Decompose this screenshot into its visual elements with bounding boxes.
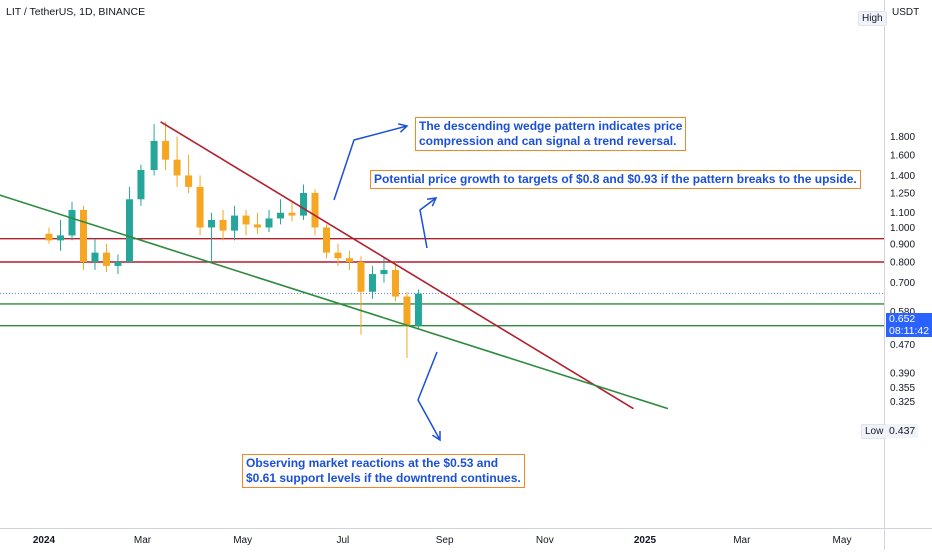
- candle-body: [150, 140, 158, 171]
- arrow-breakdown: [417, 351, 441, 441]
- candle-body: [277, 212, 285, 219]
- price-tick-label: 0.580: [890, 307, 915, 318]
- candle-body: [242, 215, 250, 225]
- candle-body: [114, 262, 122, 266]
- current-price-tag: 0.652 08:11:42: [886, 313, 932, 337]
- annotation-wedge[interactable]: The descending wedge pattern indicates p…: [415, 117, 687, 151]
- price-tick-label: 1.400: [890, 171, 915, 182]
- current-price-value: 0.652: [889, 313, 916, 325]
- candle-body: [173, 159, 181, 176]
- candle-body: [368, 274, 376, 292]
- candle-body: [196, 186, 204, 228]
- candle-body: [403, 296, 411, 326]
- candle-body: [91, 252, 99, 262]
- candles-group: [45, 121, 422, 359]
- candle-body: [231, 215, 239, 231]
- candle-body: [322, 227, 330, 253]
- price-tick-label: 1.100: [890, 208, 915, 219]
- price-tick-label: 0.900: [890, 239, 915, 250]
- candle-body: [254, 224, 262, 228]
- candle-body: [125, 199, 133, 262]
- arrow-to-wedge-note-head: [398, 123, 409, 133]
- time-tick-label: Jul: [336, 535, 349, 546]
- time-tick-label: Nov: [536, 535, 554, 546]
- candle-body: [45, 233, 53, 241]
- price-tick-label: 0.355: [890, 383, 915, 394]
- trendlines-group: [0, 121, 669, 410]
- price-tick-label: 0.700: [890, 278, 915, 289]
- annotation-arrows-group: [333, 123, 441, 442]
- candle-body: [56, 235, 64, 241]
- arrow-breakdown-head: [432, 430, 441, 442]
- candle-body: [334, 252, 342, 259]
- candle-body: [162, 140, 170, 160]
- symbol-title: LIT / TetherUS, 1D, BINANCE: [6, 6, 146, 18]
- candle-body: [208, 219, 216, 228]
- price-tick-label: 1.800: [890, 132, 915, 143]
- candle-body: [311, 192, 319, 228]
- price-tick-label: 0.325: [890, 397, 915, 408]
- candle-body: [137, 170, 145, 200]
- price-tick-label: 1.250: [890, 188, 915, 199]
- candle-body: [219, 219, 227, 231]
- candle-body: [345, 258, 353, 262]
- time-tick-label: Sep: [436, 535, 454, 546]
- annotation-targets[interactable]: Potential price growth to targets of $0.…: [370, 170, 861, 189]
- time-tick-label: May: [833, 535, 852, 546]
- high-label: High: [858, 11, 887, 26]
- trendline-wedge-support: [0, 194, 669, 410]
- time-axis-labels: 2024 Mar May Jul Sep Nov 2025 Mar May: [33, 535, 852, 546]
- time-tick-label: Mar: [733, 535, 751, 546]
- time-tick-label: Mar: [134, 535, 152, 546]
- arrow-breakout-up-head: [426, 197, 438, 207]
- time-tick-label: 2025: [634, 535, 657, 546]
- candle-body: [288, 212, 296, 216]
- arrow-to-wedge-note: [333, 125, 408, 201]
- candle-body: [265, 218, 273, 228]
- price-tick-label: 0.470: [890, 340, 915, 351]
- candle-body: [380, 269, 388, 275]
- candle-body: [414, 293, 422, 326]
- candle-body: [357, 262, 365, 292]
- low-price-tag: 0.437: [886, 424, 919, 438]
- candle-body: [300, 192, 308, 216]
- time-tick-label: May: [233, 535, 252, 546]
- candle-body: [391, 269, 399, 297]
- time-tick-label: 2024: [33, 535, 56, 546]
- low-marker-label: Low: [861, 424, 888, 439]
- currency-label[interactable]: USDT: [892, 7, 920, 18]
- price-tick-label: 1.600: [890, 150, 915, 161]
- arrow-breakout-up: [419, 197, 437, 249]
- candle-body: [102, 252, 110, 266]
- candle-body: [185, 175, 193, 187]
- candle-body: [68, 209, 76, 236]
- candle-countdown: 08:11:42: [889, 325, 930, 337]
- horizontal-levels-group: [0, 238, 884, 327]
- annotation-support[interactable]: Observing market reactions at the $0.53 …: [242, 454, 525, 488]
- trendline-wedge-resistance: [160, 121, 634, 410]
- candle-body: [79, 209, 87, 262]
- price-tick-label: 0.390: [890, 369, 915, 380]
- price-tick-label: 0.800: [890, 258, 915, 269]
- price-tick-label: 1.000: [890, 223, 915, 234]
